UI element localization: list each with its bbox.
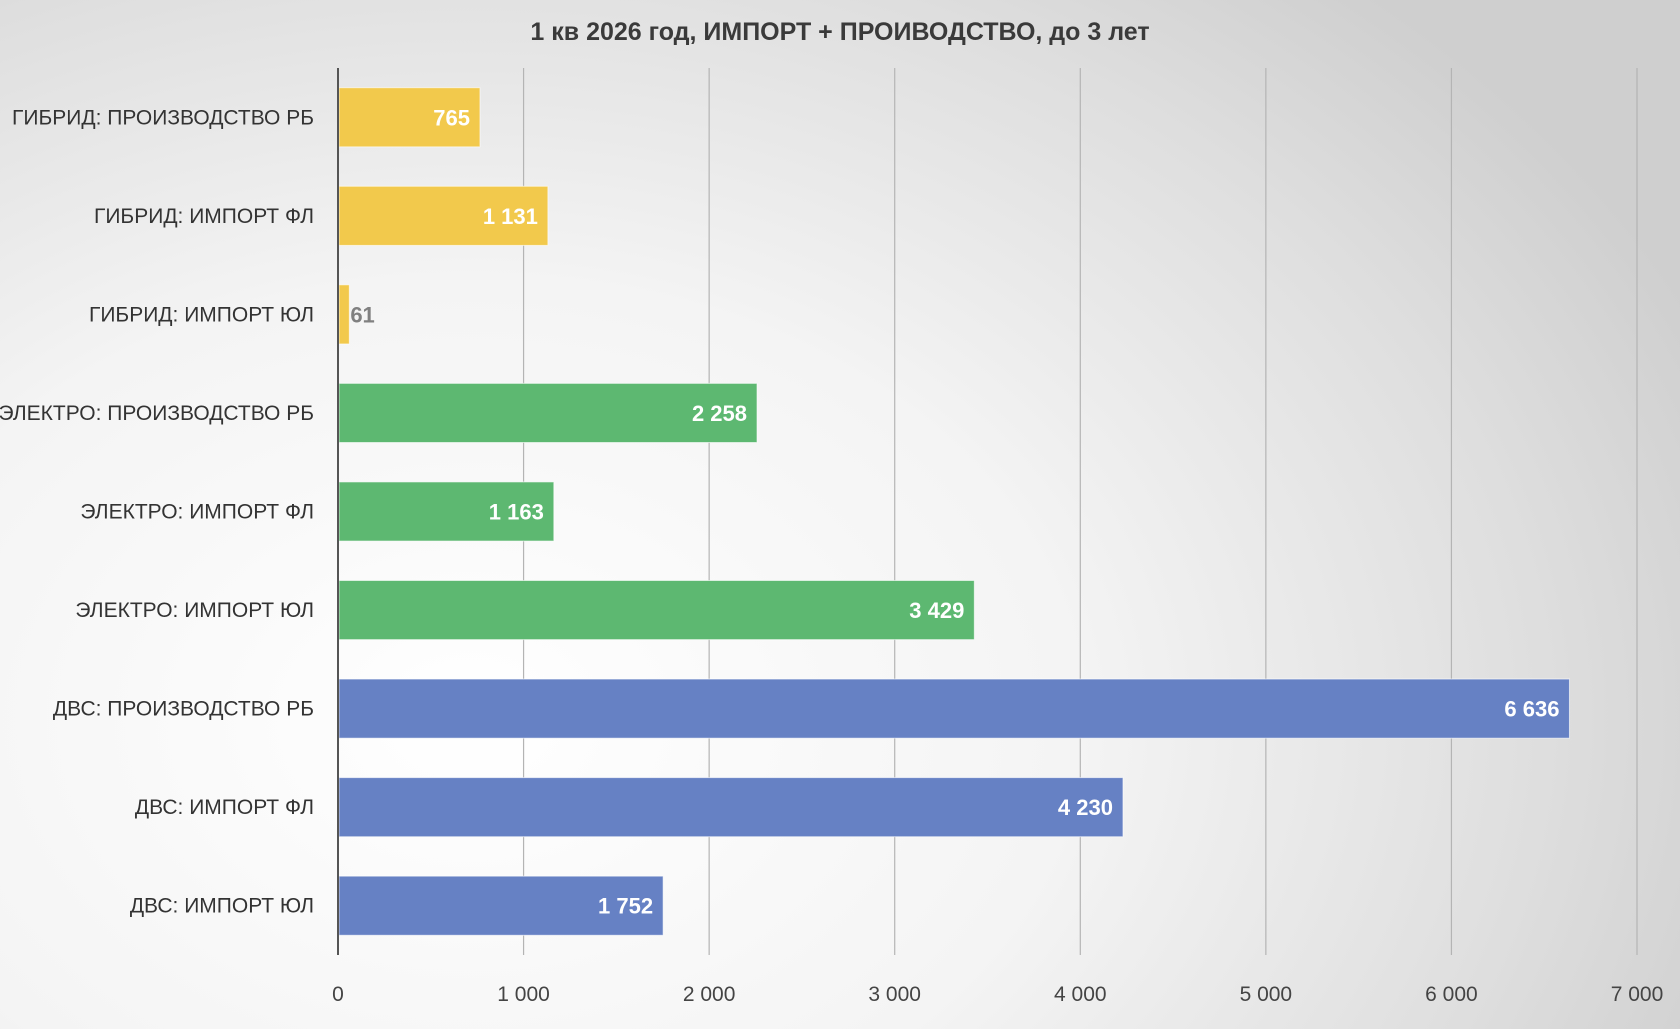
category-label: ГИБРИД: ПРОИЗВОДСТВО РБ [12,106,314,129]
data-label: 1 752 [598,894,653,919]
bar [338,481,555,542]
category-label: ЭЛЕКТРО: ПРОИЗВОДСТВО РБ [0,402,314,425]
data-label: 3 429 [909,598,964,623]
data-label: 6 636 [1504,697,1559,722]
data-label: 61 [350,302,374,327]
data-label: 1 131 [483,204,538,229]
category-label: ЭЛЕКТРО: ИМПОРТ ФЛ [80,501,314,524]
bar [338,185,549,246]
x-tick-label: 5 000 [1240,983,1293,1006]
data-label: 1 163 [489,500,544,525]
x-tick-label: 4 000 [1054,983,1107,1006]
axes: 0 1 000 2 000 3 000 4 000 5 000 6 000 7 000 [332,68,1663,1006]
chart-title: 1 кв 2026 год, ИМПОРТ + ПРОИВОДСТВО, до … [530,18,1149,46]
x-tick-label: 0 [332,983,344,1006]
category-label: ЭЛЕКТРО: ИМПОРТ ЮЛ [75,599,314,622]
x-tick-label: 6 000 [1425,983,1478,1006]
category-label: ДВС: ПРОИЗВОДСТВО РБ [53,698,314,721]
bar [338,382,758,444]
x-tick-label: 2 000 [683,983,736,1006]
x-tick-label: 7 000 [1611,983,1664,1006]
bar [338,678,1570,739]
bar [338,777,1124,838]
bar [338,579,975,641]
x-tick-label: 1 000 [497,983,550,1006]
data-label: 2 258 [692,401,747,426]
data-label: 765 [433,105,470,130]
category-label: ДВС: ИМПОРТ ЮЛ [130,895,314,918]
bars [338,87,1570,936]
category-label: ДВС: ИМПОРТ ФЛ [135,796,314,819]
gridlines [522,68,1638,955]
bar [338,875,664,936]
category-label: ГИБРИД: ИМПОРТ ФЛ [94,205,314,228]
data-label: 4 230 [1058,795,1113,820]
bar [338,284,350,345]
category-label: ГИБРИД: ИМПОРТ ЮЛ [89,303,314,326]
labels: ГИБРИД: ПРОИЗВОДСТВО РБ 765 ГИБРИД: ИМПОРТ… [0,105,1559,918]
x-tick-label: 3 000 [868,983,921,1006]
